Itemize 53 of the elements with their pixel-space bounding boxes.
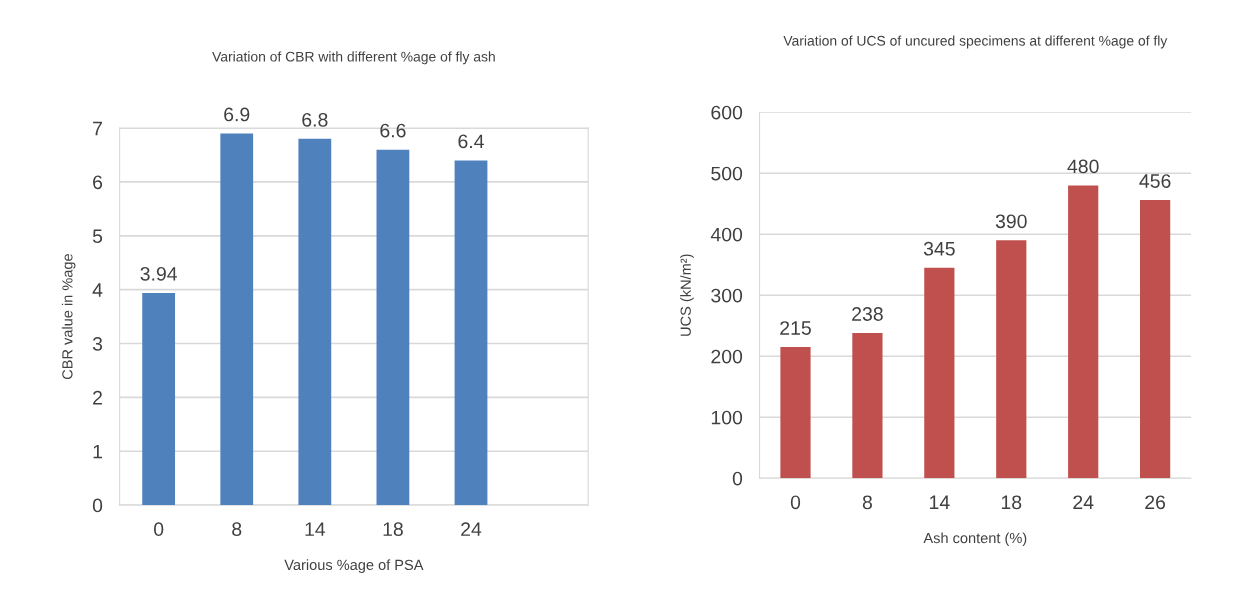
chart-title: Variation of UCS of uncured specimens at different %age of fly [783,35,1168,49]
bar [1068,185,1099,479]
bar [220,133,254,506]
data-label: 6.8 [302,112,328,127]
y-tick-label: 7 [93,121,102,136]
bar [996,240,1027,479]
x-tick-label: 8 [862,495,872,510]
y-tick-label: 200 [711,349,743,364]
data-label: 6.6 [380,123,406,138]
x-tick-label: 14 [305,522,326,536]
x-tick-label: 14 [930,495,950,509]
y-tick-label: 0 [732,471,743,486]
bar [142,292,176,506]
bar [454,160,488,506]
x-tick-label: 24 [1073,495,1094,509]
data-label: 345 [923,241,955,256]
y-axis-title: UCS (kN/m²) [680,254,694,336]
data-label: 390 [995,214,1027,229]
data-label: 6.4 [458,134,484,149]
x-tick-label: 18 [383,522,403,537]
data-label: 480 [1067,159,1099,174]
data-label: 3.94 [140,266,177,281]
bar [298,138,332,506]
x-tick-label: 0 [790,495,801,510]
y-tick-label: 6 [93,175,103,190]
bar [1140,200,1171,479]
x-tick-label: 18 [1001,495,1022,510]
chart-title: Variation of CBR with different %age of fly ash [212,51,495,65]
bar [852,333,883,479]
y-tick-label: 300 [711,288,743,303]
x-axis-title: Ash content (%) [923,532,1027,547]
x-axis-title: Various %age of PSA [284,559,424,573]
x-tick-label: 24 [461,522,482,536]
y-tick-label: 3 [92,336,103,351]
bar [376,149,410,506]
bar [780,347,811,479]
y-tick-label: 400 [710,227,743,242]
y-tick-label: 500 [711,166,743,181]
bar [924,267,955,479]
data-label: 456 [1139,174,1171,188]
x-tick-label: 8 [232,522,242,537]
y-axis-title: CBR value in %age [61,254,76,380]
data-label: 238 [852,307,883,321]
y-tick-label: 600 [711,105,743,120]
data-label: 6.9 [224,107,250,122]
x-tick-label: 26 [1145,495,1166,510]
y-tick-label: 100 [711,410,743,425]
data-label: 215 [780,321,811,335]
y-tick-label: 1 [93,444,102,459]
x-tick-label: 0 [154,522,164,537]
y-tick-label: 2 [93,390,102,405]
y-tick-label: 5 [92,229,103,244]
y-tick-label: 4 [92,283,103,297]
